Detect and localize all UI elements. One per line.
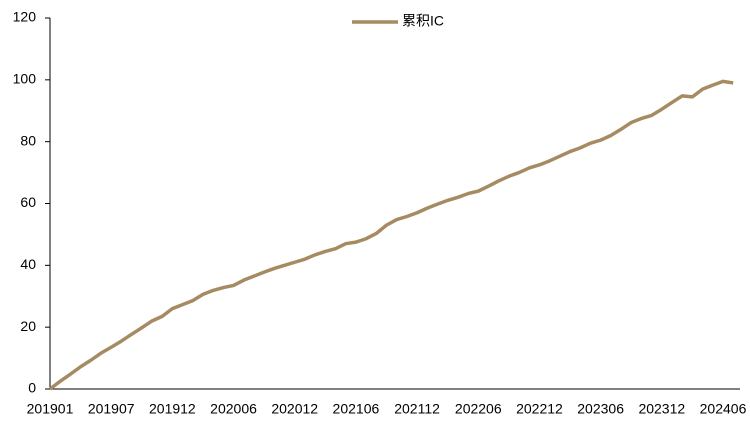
x-tick-label: 202306	[577, 401, 624, 417]
x-tick-label: 201912	[149, 401, 196, 417]
y-tick-label: 0	[28, 380, 36, 396]
line	[48, 79, 734, 391]
x-tick-label: 202206	[455, 401, 502, 417]
y-tick-label: 80	[20, 132, 36, 148]
x-tick-label: 202006	[210, 401, 257, 417]
x-tick-label: 202312	[638, 401, 685, 417]
y-tick-label: 60	[20, 194, 36, 210]
y-tick-label: 40	[20, 256, 36, 272]
x-tick-label: 202106	[333, 401, 380, 417]
y-tick-label: 120	[13, 9, 37, 25]
y-tick-label: 20	[20, 318, 36, 334]
x-tick-label: 201907	[88, 401, 135, 417]
y-tick-label: 100	[13, 71, 37, 87]
x-tick-label: 202012	[271, 401, 318, 417]
x-tick-label: 202212	[516, 401, 563, 417]
x-tick-label: 202112	[394, 401, 440, 417]
x-tick-label: 202406	[700, 401, 747, 417]
legend-label: 累积IC	[402, 13, 444, 29]
x-tick-label: 201901	[27, 401, 74, 417]
